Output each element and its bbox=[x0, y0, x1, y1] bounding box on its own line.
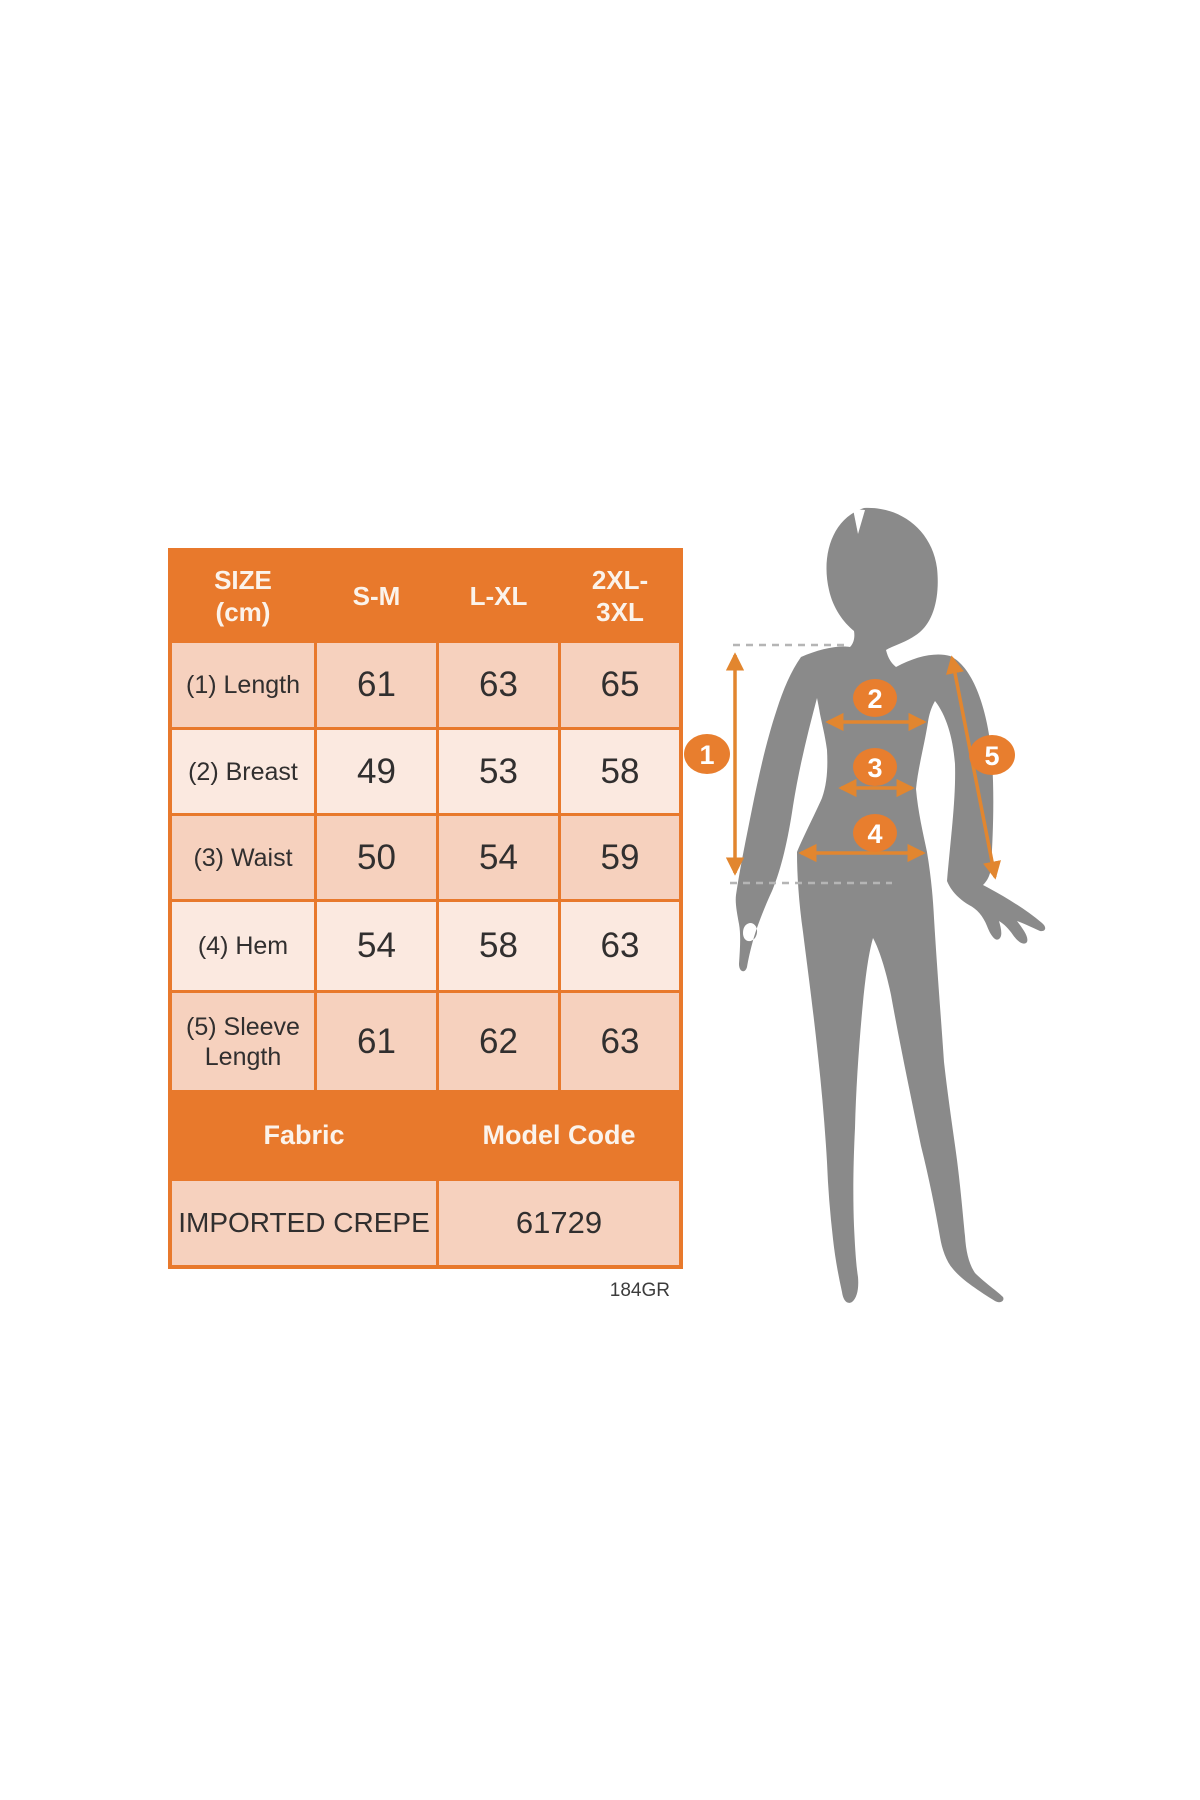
sleeve-lxl: 62 bbox=[439, 993, 558, 1090]
breast-2xl3xl: 58 bbox=[561, 730, 679, 813]
column-header-2xl3xl: 2XL- 3XL bbox=[561, 552, 679, 640]
size-unit-line1: SIZE bbox=[214, 564, 272, 595]
woman-silhouette bbox=[735, 507, 1046, 1303]
row-label-breast: (2) Breast bbox=[172, 730, 314, 813]
marker-2-label: 2 bbox=[867, 684, 882, 714]
marker-4: 4 bbox=[853, 814, 897, 852]
length-sm: 61 bbox=[317, 643, 436, 727]
model-code-value: 61729 bbox=[439, 1181, 679, 1265]
length-2xl3xl: 65 bbox=[561, 643, 679, 727]
marker-5-label: 5 bbox=[984, 741, 999, 771]
size-unit-line2: (cm) bbox=[215, 597, 271, 627]
marker-1-label: 1 bbox=[699, 740, 714, 770]
marker-1: 1 bbox=[684, 734, 730, 774]
marker-3-label: 3 bbox=[867, 753, 882, 783]
hair-parting-notch bbox=[853, 509, 865, 534]
fabric-value: IMPORTED CREPE bbox=[172, 1181, 436, 1265]
marker-3: 3 bbox=[853, 748, 897, 786]
sleeve-2xl3xl: 63 bbox=[561, 993, 679, 1090]
row-label-hem: (4) Hem bbox=[172, 902, 314, 990]
hem-2xl3xl: 63 bbox=[561, 902, 679, 990]
marker-5: 5 bbox=[969, 735, 1015, 775]
model-code-header: Model Code bbox=[439, 1093, 679, 1178]
measurement-figure: 1 2 3 4 5 bbox=[684, 507, 1046, 1303]
waist-lxl: 54 bbox=[439, 816, 558, 899]
sleeve-sm: 61 bbox=[317, 993, 436, 1090]
row-label-waist: (3) Waist bbox=[172, 816, 314, 899]
column-header-2xl3xl-line1: 2XL- bbox=[591, 564, 649, 595]
length-lxl: 63 bbox=[439, 643, 558, 727]
fabric-header: Fabric bbox=[172, 1093, 436, 1178]
breast-lxl: 53 bbox=[439, 730, 558, 813]
column-header-sm: S-M bbox=[317, 552, 436, 640]
marker-2: 2 bbox=[853, 679, 897, 717]
row-label-length: (1) Length bbox=[172, 643, 314, 727]
waist-2xl3xl: 59 bbox=[561, 816, 679, 899]
sleeve-arrow bbox=[946, 655, 1001, 880]
hem-sm: 54 bbox=[317, 902, 436, 990]
size-unit-header: SIZE (cm) bbox=[172, 552, 314, 640]
row-label-sleeve-length: (5) Sleeve Length bbox=[172, 993, 314, 1090]
breast-sm: 49 bbox=[317, 730, 436, 813]
waist-sm: 50 bbox=[317, 816, 436, 899]
column-header-lxl: L-XL bbox=[439, 552, 558, 640]
column-header-2xl3xl-line2: 3XL bbox=[596, 597, 644, 627]
marker-4-label: 4 bbox=[867, 819, 882, 849]
weight-note: 184GR bbox=[609, 1280, 670, 1301]
size-table: SIZE (cm) S-M L-XL 2XL- 3XL (1) Length 6… bbox=[168, 548, 683, 1269]
hem-lxl: 58 bbox=[439, 902, 558, 990]
